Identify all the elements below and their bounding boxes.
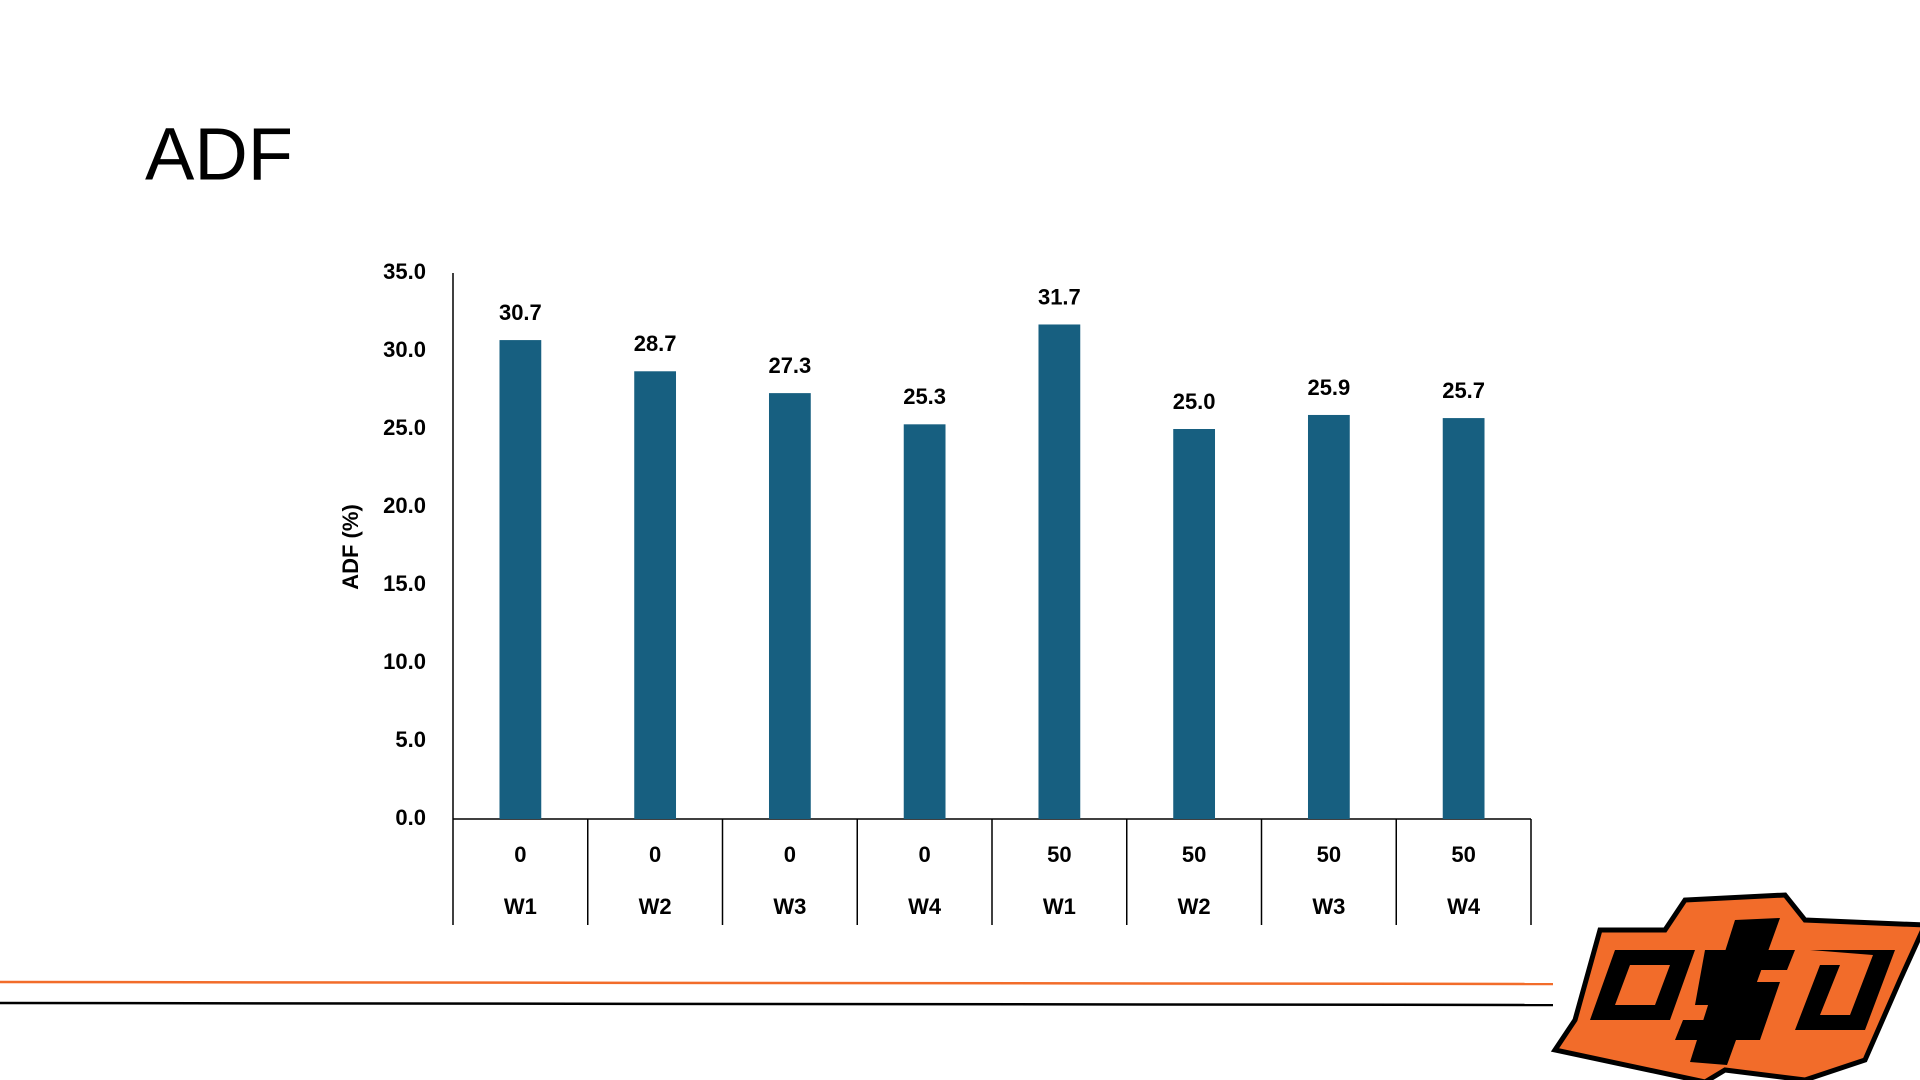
y-tick-label: 35.0 [383,259,426,284]
orange-rule [0,980,1554,986]
y-tick-label: 15.0 [383,571,426,596]
x-tick-label: W3 [1312,894,1345,919]
bar [1307,414,1350,819]
x-tick-label: W3 [773,894,806,919]
x-tick-label: W2 [1178,894,1211,919]
x-tick-label: W1 [1043,894,1076,919]
osu-logo [1550,892,1920,1080]
bar [1442,418,1485,819]
data-label: 25.0 [1173,389,1216,414]
x-tick-label: W1 [504,894,537,919]
data-label: 28.7 [634,331,677,356]
data-label: 25.9 [1307,375,1350,400]
data-label: 25.3 [903,384,946,409]
y-tick-label: 0.0 [395,805,426,830]
bar [499,340,542,819]
x-tick-label: W2 [639,894,672,919]
x-tick-label: 50 [1047,842,1071,867]
x-tick-label: 50 [1451,842,1475,867]
y-tick-label: 30.0 [383,337,426,362]
x-tick-label: 0 [649,842,661,867]
x-tick-label: 0 [784,842,796,867]
black-rule [0,1001,1554,1007]
data-label: 30.7 [499,300,542,325]
data-label: 25.7 [1442,378,1485,403]
bar [768,393,811,819]
y-tick-label: 25.0 [383,415,426,440]
x-tick-label: W4 [1447,894,1481,919]
bar [903,424,946,819]
x-tick-label: 50 [1317,842,1341,867]
x-tick-label: 0 [919,842,931,867]
bar [1038,324,1081,819]
y-axis-label: ADF (%) [338,504,363,590]
y-tick-label: 10.0 [383,649,426,674]
x-tick-label: 50 [1182,842,1206,867]
bar [1173,429,1216,819]
chart-title: ADF [145,113,293,196]
x-tick-label: 0 [514,842,526,867]
x-tick-label: W4 [908,894,942,919]
y-tick-label: 5.0 [395,727,426,752]
bar [634,371,677,819]
y-tick-label: 20.0 [383,493,426,518]
data-label: 31.7 [1038,284,1081,309]
data-label: 27.3 [768,353,811,378]
